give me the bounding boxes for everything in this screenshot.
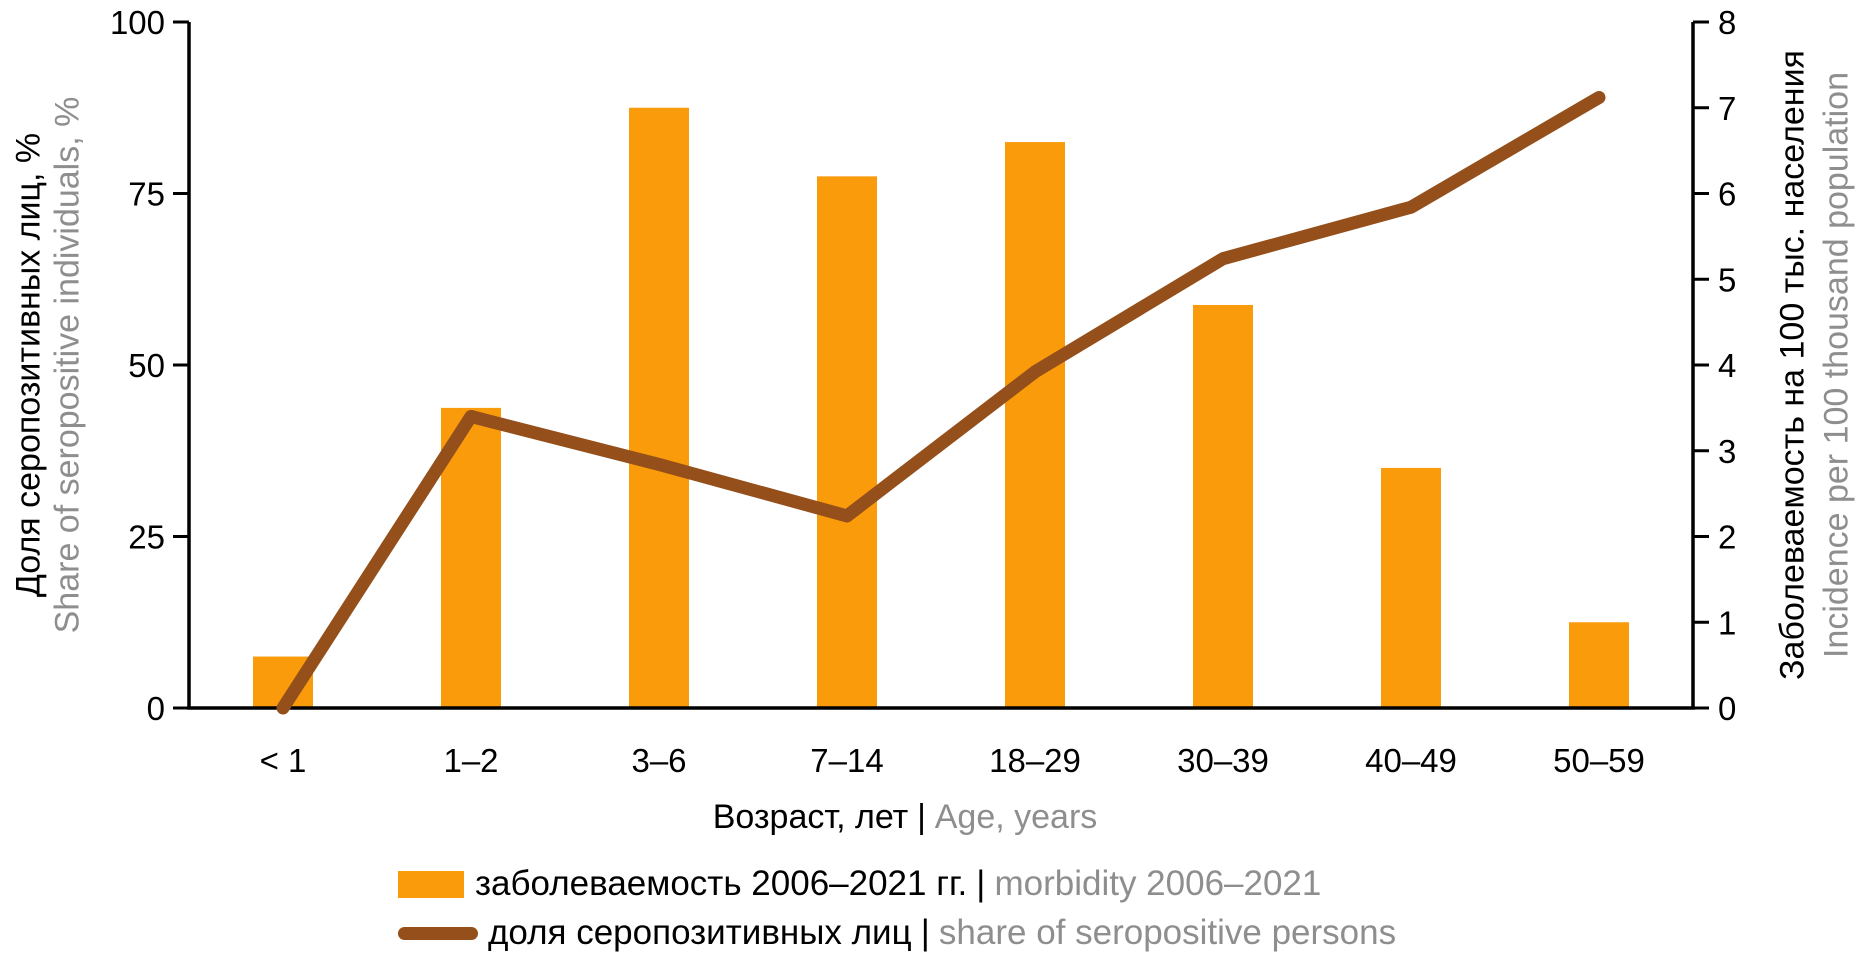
x-axis-title-ru: Возраст, лет [712, 798, 909, 836]
right-axis-tick-label: 7 [1718, 90, 1736, 127]
x-tick-label: 50–59 [1553, 742, 1645, 779]
bar [629, 107, 689, 708]
left-axis-tick-label: 75 [128, 176, 165, 213]
right-axis-title-ru: Заболеваемость на 100 тыс. населения [1773, 50, 1812, 680]
right-axis-tick-label: 6 [1718, 176, 1736, 213]
x-tick-label: 3–6 [631, 742, 686, 779]
right-axis-tick-label: 0 [1718, 690, 1736, 727]
seropositive-line [276, 90, 1606, 715]
right-axis-title-en: Incidence per 100 thousand population [1817, 71, 1856, 659]
legend-seropositive-separator: | [920, 913, 930, 952]
legend-morbidity-separator: | [976, 864, 986, 903]
bar [1193, 304, 1253, 708]
right-axis-tick-label: 8 [1718, 4, 1736, 41]
right-axis-tick-label: 4 [1718, 347, 1736, 384]
x-axis-title-separator: | [917, 798, 926, 836]
legend-item-seropositive: доля серопозитивных лиц | share of seropos… [398, 913, 1396, 953]
right-axis-tick-label: 5 [1718, 261, 1736, 298]
left-axis-tick-label: 100 [110, 4, 165, 41]
legend-item-morbidity: заболеваемость 2006–2021 гг. | morbidity 2… [398, 864, 1396, 904]
x-tick-label: 1–2 [443, 742, 498, 779]
x-tick-label: < 1 [260, 742, 307, 779]
x-axis-title-en: Age, years [934, 798, 1098, 836]
x-tick-label: 18–29 [989, 742, 1081, 779]
right-axis-tick-label: 1 [1718, 604, 1736, 641]
bar [1005, 142, 1065, 709]
right-axis-tick-label: 2 [1718, 519, 1736, 556]
bar [1381, 467, 1441, 708]
x-tick-label: 7–14 [810, 742, 883, 779]
x-tick-label: 30–39 [1177, 742, 1269, 779]
legend: заболеваемость 2006–2021 гг. | morbidity 2… [398, 864, 1396, 953]
legend-morbidity-label-en: morbidity 2006–2021 [994, 864, 1322, 903]
legend-seropositive-label-ru: доля серопозитивных лиц [488, 913, 912, 952]
legend-seropositive-label-en: share of seropositive persons [938, 913, 1397, 952]
legend-morbidity-label-ru: заболеваемость 2006–2021 гг. [475, 864, 968, 903]
left-axis-tick-label: 0 [147, 690, 165, 727]
bar [817, 176, 877, 709]
x-tick-label: 40–49 [1365, 742, 1457, 779]
left-axis-title-en: Share of seropositive individuals, % [48, 96, 87, 634]
legend-line-swatch [398, 926, 478, 940]
legend-bar-swatch [398, 870, 464, 898]
right-axis-tick-label: 3 [1718, 433, 1736, 470]
left-axis-title-ru: Доля серопозитивных лиц, % [9, 132, 48, 598]
left-axis-tick-label: 25 [128, 519, 165, 556]
bar [1569, 622, 1629, 708]
x-axis-title: Возраст, лет | Age, years [713, 798, 1098, 837]
left-axis-tick-label: 50 [128, 347, 165, 384]
